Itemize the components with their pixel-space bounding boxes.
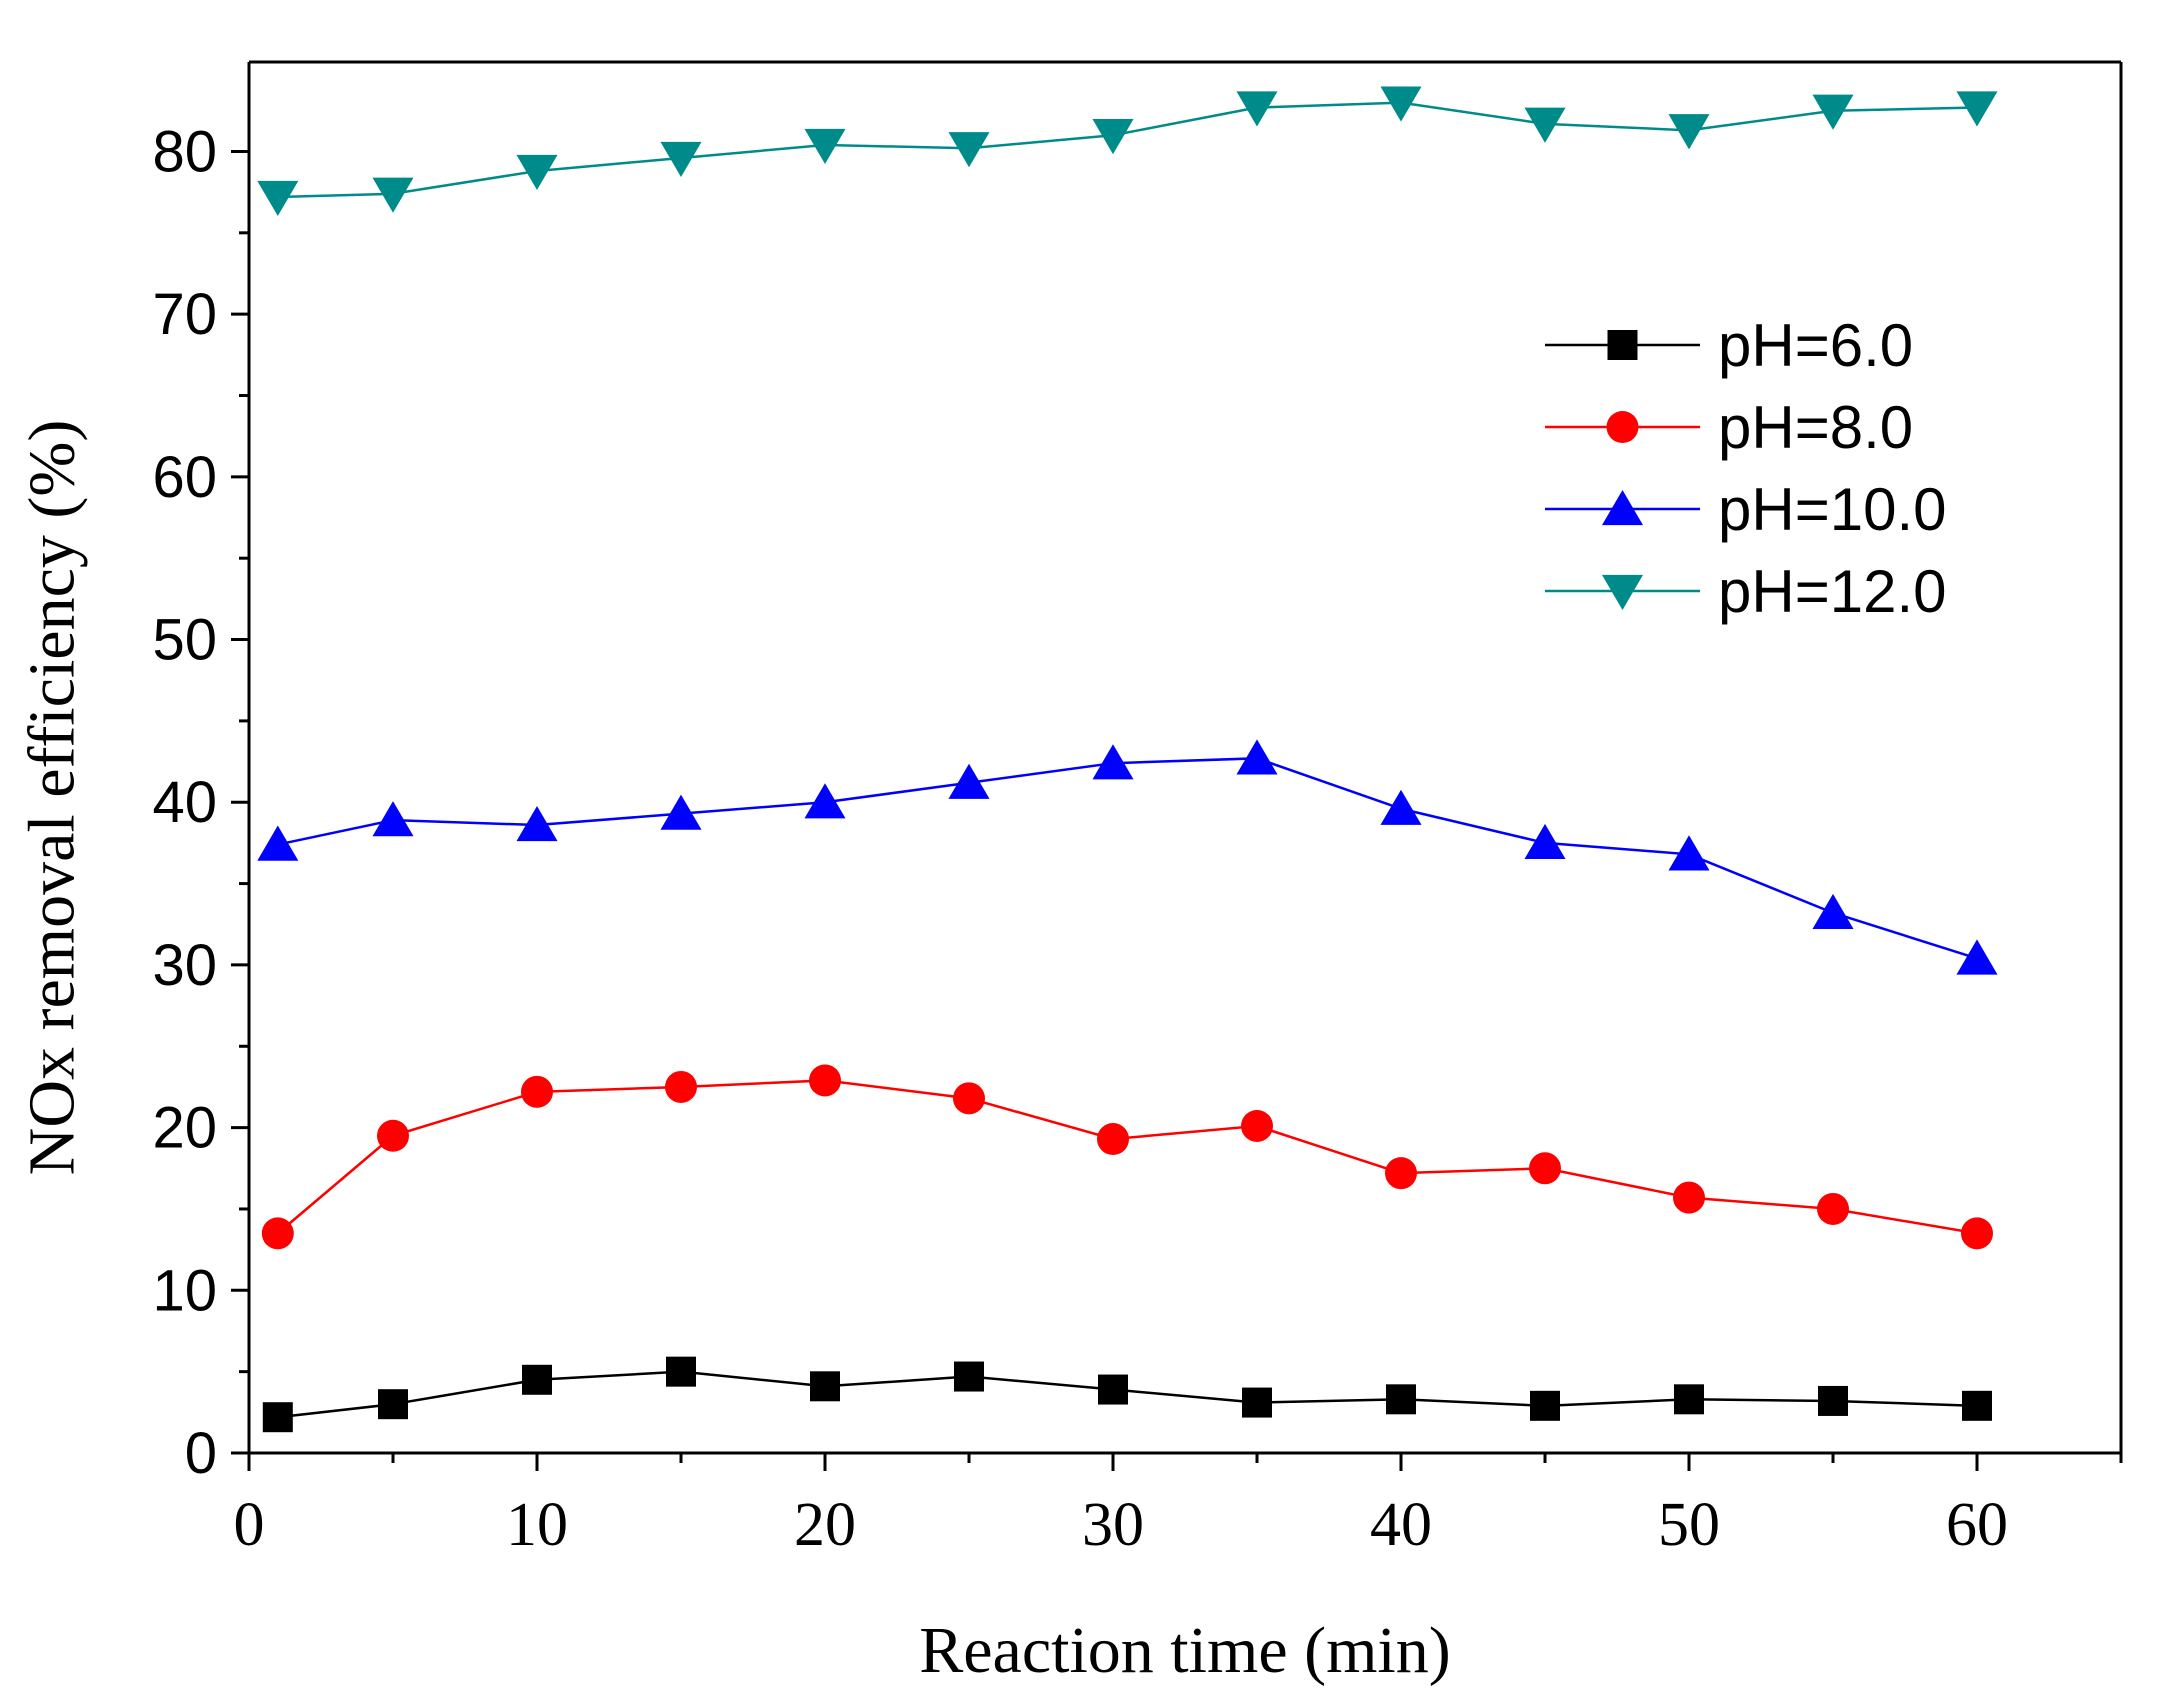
data-point	[1529, 1152, 1561, 1185]
series-line	[277, 101, 1978, 199]
data-point	[261, 1217, 294, 1250]
legend-label: pH=12.0	[1718, 558, 1947, 625]
data-point	[1956, 91, 1998, 127]
series-pH=10.0	[257, 739, 1998, 975]
data-point	[516, 806, 558, 842]
data-point	[257, 825, 299, 861]
x-tick-label: 40	[1370, 1491, 1432, 1559]
data-point	[257, 180, 299, 217]
y-tick-label: 20	[152, 1096, 217, 1161]
y-tick-label: 50	[152, 608, 217, 673]
legend-label: pH=6.0	[1718, 312, 1913, 379]
x-axis-title: Reaction time (min)	[919, 1614, 1451, 1687]
data-point	[1092, 744, 1134, 780]
data-point	[1961, 1217, 1993, 1250]
data-point	[804, 783, 846, 819]
data-point	[1812, 893, 1854, 930]
data-point	[516, 154, 558, 191]
data-point	[262, 1402, 293, 1433]
y-tick-label: 10	[152, 1258, 217, 1323]
data-series	[257, 86, 1998, 1433]
x-tick-label: 10	[506, 1491, 568, 1559]
data-point	[1098, 1374, 1128, 1405]
data-point	[1380, 789, 1422, 825]
legend-marker	[1601, 490, 1644, 526]
y-tick-label: 0	[185, 1421, 217, 1486]
legend-item: pH=6.0	[1545, 312, 1913, 379]
data-point	[1530, 1390, 1560, 1421]
data-point	[1668, 835, 1710, 871]
legend: pH=6.0 pH=8.0 pH=10.0 pH=12.0	[1545, 312, 1947, 625]
data-point	[953, 1082, 985, 1115]
data-point	[954, 1361, 984, 1392]
data-point	[665, 1070, 697, 1103]
legend-item: pH=10.0	[1545, 476, 1947, 543]
y-tick-label: 40	[152, 770, 217, 835]
data-point	[948, 132, 990, 168]
data-point	[1524, 823, 1566, 860]
axes: 0 10 20 30 40 50 60 70 80 0 10 20 30 40 50 60	[152, 60, 2123, 1559]
data-point	[1956, 939, 1998, 975]
legend-marker	[1606, 411, 1639, 443]
data-point	[809, 1064, 841, 1097]
x-tick-label: 50	[1658, 1491, 1720, 1559]
data-point	[1812, 94, 1854, 130]
data-point	[372, 801, 414, 837]
legend-marker	[1607, 330, 1638, 360]
data-point	[521, 1075, 553, 1108]
data-point	[1385, 1157, 1417, 1190]
x-tick-label: 20	[794, 1491, 856, 1559]
legend-label: pH=10.0	[1718, 476, 1947, 543]
y-tick-label: 80	[152, 119, 217, 184]
y-tick-label: 60	[152, 445, 217, 510]
data-point	[1817, 1192, 1849, 1225]
y-tick-label: 30	[152, 933, 217, 998]
series-pH=8.0	[261, 1064, 1993, 1250]
x-tick-label: 0	[234, 1491, 265, 1559]
legend-label: pH=8.0	[1718, 394, 1913, 461]
data-point	[1386, 1384, 1416, 1415]
data-point	[1380, 86, 1422, 122]
data-point	[810, 1371, 840, 1402]
x-tick-label: 60	[1946, 1491, 2008, 1559]
data-point	[1241, 1109, 1273, 1142]
data-point	[666, 1356, 696, 1387]
data-point	[377, 1119, 409, 1152]
x-tick-label: 30	[1082, 1491, 1144, 1559]
y-tick-label: 70	[152, 282, 217, 347]
data-point	[1668, 114, 1710, 150]
legend-marker	[1601, 574, 1644, 610]
legend-item: pH=12.0	[1545, 558, 1947, 625]
data-point	[378, 1389, 408, 1420]
data-point	[1236, 91, 1278, 127]
data-point	[804, 128, 846, 164]
data-point	[1524, 107, 1566, 143]
data-point	[1962, 1390, 1992, 1421]
data-point	[372, 177, 414, 213]
data-point	[948, 763, 990, 799]
data-point	[1818, 1385, 1848, 1416]
data-point	[1674, 1384, 1704, 1415]
data-point	[660, 141, 702, 177]
data-point	[522, 1364, 552, 1395]
data-point	[1097, 1123, 1129, 1156]
series-pH=6.0	[262, 1356, 1992, 1433]
series-line	[277, 757, 1978, 960]
data-point	[1092, 119, 1134, 155]
series-pH=12.0	[257, 86, 1998, 217]
data-point	[1236, 739, 1278, 775]
legend-item: pH=8.0	[1545, 394, 1913, 461]
data-point	[1673, 1181, 1705, 1214]
data-point	[660, 794, 702, 830]
y-axis-title: NOx removal efficiency (%)	[16, 420, 89, 1176]
data-point	[1242, 1387, 1272, 1418]
